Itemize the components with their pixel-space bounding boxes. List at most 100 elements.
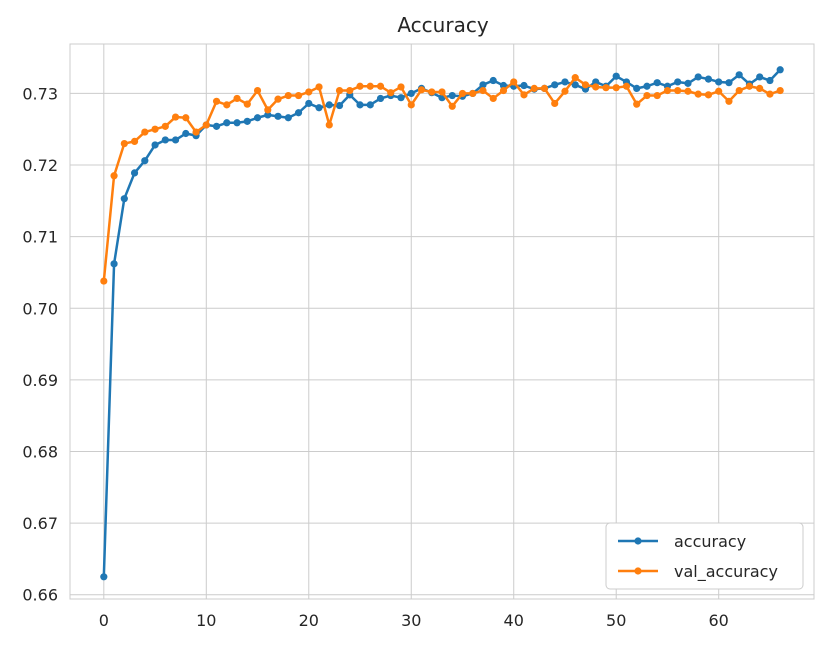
data-point-accuracy <box>110 260 118 268</box>
data-point-accuracy <box>253 114 262 122</box>
data-point-val_accuracy <box>274 95 282 103</box>
data-point-accuracy <box>489 76 497 85</box>
data-point-val_accuracy <box>694 90 702 98</box>
data-point-val_accuracy <box>212 97 221 105</box>
data-point-val_accuracy <box>633 100 641 108</box>
data-point-val_accuracy <box>387 89 395 97</box>
data-point-val_accuracy <box>171 113 180 121</box>
data-point-accuracy <box>223 119 231 127</box>
data-point-accuracy <box>643 82 651 90</box>
data-point-accuracy <box>520 81 528 90</box>
data-point-val_accuracy <box>202 121 210 129</box>
data-point-val_accuracy <box>335 86 344 95</box>
y-tick-label: 0.73 <box>22 84 58 103</box>
data-point-accuracy <box>448 91 456 100</box>
data-point-val_accuracy <box>448 102 456 110</box>
data-point-val_accuracy <box>766 90 774 98</box>
data-point-accuracy <box>366 101 374 109</box>
data-point-val_accuracy <box>253 86 262 95</box>
legend-marker-val_accuracy <box>634 567 642 575</box>
data-point-accuracy <box>376 94 385 103</box>
data-point-accuracy <box>212 122 221 130</box>
data-point-val_accuracy <box>428 88 436 96</box>
data-point-val_accuracy <box>305 88 313 96</box>
data-point-val_accuracy <box>110 172 118 180</box>
data-point-accuracy <box>756 73 764 81</box>
data-point-val_accuracy <box>161 122 169 130</box>
data-point-accuracy <box>776 66 784 74</box>
data-point-val_accuracy <box>602 84 610 92</box>
data-point-accuracy <box>305 99 313 108</box>
y-tick-label: 0.70 <box>22 299 58 318</box>
data-point-accuracy <box>766 76 774 85</box>
data-point-val_accuracy <box>510 78 518 86</box>
x-tick-label: 10 <box>196 611 216 630</box>
legend-label-val_accuracy: val_accuracy <box>674 562 778 582</box>
data-point-val_accuracy <box>704 91 713 99</box>
data-point-accuracy <box>161 136 169 144</box>
data-point-accuracy <box>633 84 641 92</box>
data-point-accuracy <box>704 75 713 83</box>
data-point-accuracy <box>325 101 333 109</box>
data-point-accuracy <box>735 71 743 79</box>
tick-labels: 0 10 20 30 40 50 60 0.66 0.67 0.68 0.69 0.70 0.71 0.7… <box>22 84 728 630</box>
y-tick-label: 0.72 <box>22 156 58 175</box>
data-point-val_accuracy <box>653 91 661 100</box>
data-point-val_accuracy <box>663 86 672 95</box>
x-tick-label: 40 <box>504 611 524 630</box>
data-point-val_accuracy <box>120 139 128 148</box>
data-point-val_accuracy <box>315 83 323 91</box>
series-accuracy <box>100 66 784 581</box>
data-point-val_accuracy <box>182 114 190 122</box>
data-point-accuracy <box>674 78 682 86</box>
data-point-accuracy <box>715 78 723 86</box>
x-tick-label: 0 <box>99 611 109 630</box>
data-point-val_accuracy <box>612 84 620 92</box>
data-point-val_accuracy <box>294 91 303 100</box>
data-point-val_accuracy <box>745 82 754 90</box>
data-point-val_accuracy <box>540 84 549 92</box>
chart-title: Accuracy <box>397 13 488 37</box>
data-point-val_accuracy <box>376 82 385 90</box>
data-point-accuracy <box>274 112 282 120</box>
data-point-accuracy <box>612 72 620 80</box>
data-point-val_accuracy <box>684 87 692 95</box>
data-point-val_accuracy <box>592 83 600 91</box>
data-point-val_accuracy <box>674 86 682 95</box>
data-point-val_accuracy <box>551 99 559 108</box>
data-point-accuracy <box>561 78 569 86</box>
data-point-val_accuracy <box>458 89 467 98</box>
y-tick-label: 0.69 <box>22 371 58 390</box>
plot-area <box>69 43 815 600</box>
data-point-accuracy <box>100 573 108 581</box>
data-point-val_accuracy <box>520 91 528 99</box>
data-point-val_accuracy <box>141 128 149 136</box>
data-point-accuracy <box>592 78 600 86</box>
data-point-accuracy <box>120 195 128 203</box>
data-point-accuracy <box>264 111 272 119</box>
y-tick-label: 0.71 <box>22 228 58 247</box>
data-point-val_accuracy <box>264 106 272 114</box>
data-point-val_accuracy <box>192 128 200 136</box>
data-point-val_accuracy <box>100 277 108 285</box>
x-tick-label: 60 <box>709 611 729 630</box>
data-point-accuracy <box>551 81 559 89</box>
data-point-val_accuracy <box>151 125 159 133</box>
y-tick-label: 0.66 <box>22 586 58 605</box>
data-point-accuracy <box>653 79 661 87</box>
data-point-val_accuracy <box>715 87 723 95</box>
data-point-accuracy <box>397 94 405 102</box>
data-point-val_accuracy <box>130 137 139 145</box>
data-point-accuracy <box>294 109 303 117</box>
data-point-accuracy <box>151 141 159 149</box>
x-tick-label: 20 <box>299 611 319 630</box>
data-point-val_accuracy <box>571 74 579 82</box>
legend-box <box>605 522 804 590</box>
data-point-val_accuracy <box>366 82 374 90</box>
data-point-accuracy <box>479 81 487 89</box>
data-point-accuracy <box>141 157 149 165</box>
x-tick-label: 50 <box>606 611 626 630</box>
series-val_accuracy <box>100 74 784 285</box>
data-point-val_accuracy <box>776 86 784 95</box>
